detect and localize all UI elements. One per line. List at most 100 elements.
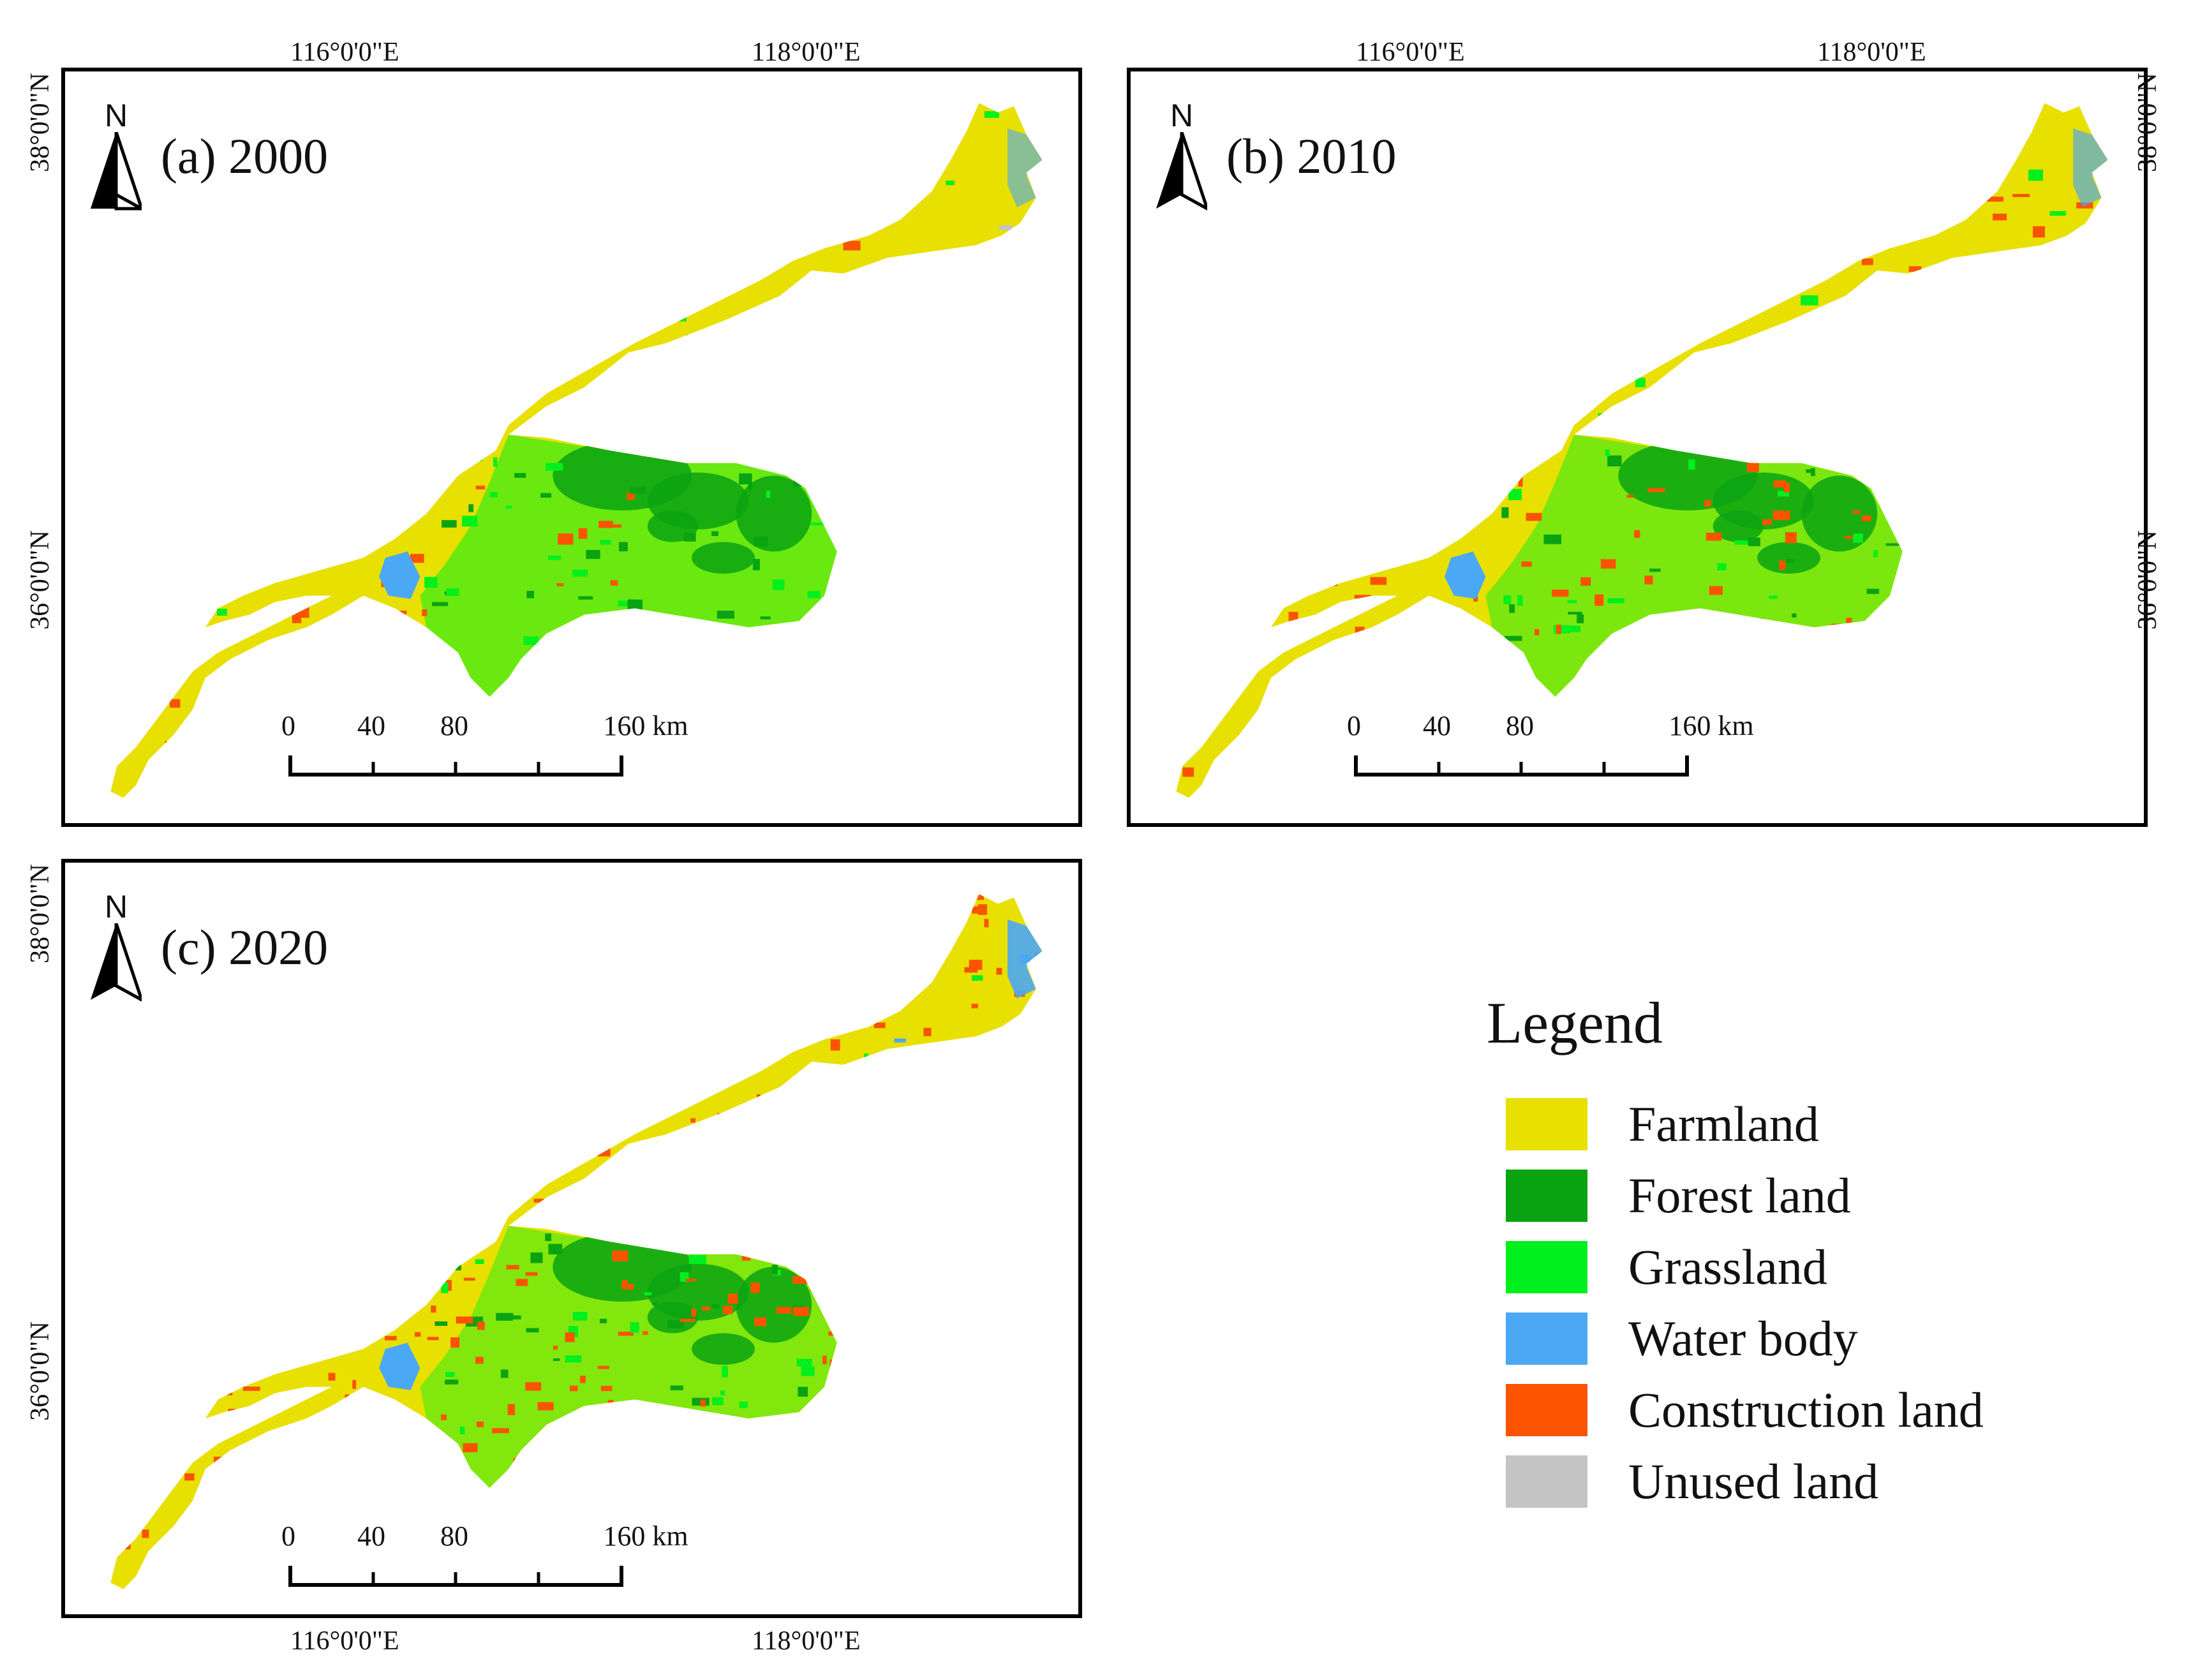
construction-land-patch: [794, 1431, 803, 1441]
construction-land-patch: [475, 486, 486, 489]
construction-land-patch: [468, 921, 478, 930]
north-arrow: N: [91, 97, 142, 212]
grassland-patch: [557, 163, 565, 168]
grassland-patch: [1880, 408, 1887, 417]
construction-land-patch: [1234, 473, 1245, 484]
construction-land-patch: [797, 1190, 806, 1196]
construction-land-patch: [650, 794, 655, 798]
construction-land-patch: [2053, 649, 2070, 655]
construction-land-patch: [1295, 682, 1313, 694]
construction-land-patch: [1016, 1294, 1022, 1306]
construction-land-patch: [1857, 740, 1868, 746]
construction-land-patch: [690, 1118, 696, 1123]
construction-land-patch: [357, 1299, 364, 1309]
construction-land-patch: [286, 559, 293, 569]
construction-land-patch: [1606, 117, 1611, 128]
construction-land-patch: [748, 1041, 755, 1051]
construction-land-patch: [669, 1100, 674, 1111]
construction-land-patch: [873, 1407, 885, 1413]
construction-land-patch: [385, 1480, 394, 1487]
construction-land-patch: [741, 1251, 751, 1261]
construction-land-patch: [821, 1580, 829, 1589]
construction-land-patch: [697, 1004, 715, 1016]
construction-land-patch: [756, 1094, 761, 1103]
construction-land-patch: [854, 229, 868, 235]
construction-land-patch: [333, 979, 339, 989]
legend-item-forest-land: Forest land: [1487, 1160, 2061, 1231]
grassland-patch: [146, 1024, 160, 1035]
construction-land-patch: [394, 227, 405, 232]
construction-land-patch: [160, 1310, 175, 1319]
construction-land-patch: [984, 919, 989, 928]
construction-land-patch: [488, 1210, 504, 1220]
grassland-patch: [136, 449, 145, 455]
construction-land-patch: [439, 992, 447, 1004]
grassland-patch: [1286, 761, 1295, 768]
forest-land-patch: [1663, 632, 1672, 641]
grassland-patch: [1598, 413, 1612, 417]
construction-land-patch: [850, 1215, 862, 1223]
north-arrow-icon: [91, 132, 142, 211]
construction-land-patch: [595, 1097, 599, 1101]
construction-land-patch: [685, 1279, 697, 1282]
construction-land-patch: [119, 308, 135, 314]
construction-land-patch: [1304, 353, 1319, 357]
grassland-patch: [667, 1207, 681, 1216]
construction-land-patch: [1436, 127, 1444, 137]
forest-land-patch: [652, 1302, 658, 1306]
construction-land-patch: [569, 1106, 579, 1110]
grassland-patch: [750, 451, 759, 456]
construction-land-patch: [151, 805, 162, 811]
grassland-patch: [1139, 356, 1152, 359]
construction-land-patch: [990, 863, 995, 873]
construction-land-patch: [1310, 82, 1325, 91]
grassland-patch: [515, 1483, 522, 1487]
construction-land-patch: [280, 1006, 298, 1016]
construction-land-patch: [739, 1529, 748, 1540]
construction-land-patch: [904, 1409, 918, 1418]
construction-land-patch: [93, 1554, 107, 1559]
grassland-patch: [1208, 184, 1223, 197]
construction-land-patch: [266, 1604, 271, 1607]
construction-land-patch: [856, 944, 873, 951]
construction-land-patch: [75, 875, 85, 881]
construction-land-patch: [1041, 1405, 1043, 1408]
construction-land-patch: [396, 611, 407, 614]
construction-land-patch: [793, 1165, 811, 1169]
construction-land-patch: [889, 1469, 898, 1480]
construction-land-patch: [242, 1386, 260, 1391]
construction-land-patch: [1301, 349, 1314, 356]
grassland-patch: [1503, 595, 1512, 604]
construction-land-patch: [301, 360, 315, 368]
construction-land-patch: [222, 1216, 237, 1223]
grassland-patch: [1558, 103, 1573, 108]
grassland-patch: [836, 604, 847, 614]
construction-land-patch: [2100, 790, 2108, 798]
map-panel-2000: N (a) 2000 0 40 80 160 km: [61, 68, 1082, 827]
grassland-patch: [940, 281, 955, 292]
construction-land-patch: [454, 1203, 472, 1215]
construction-land-patch: [990, 301, 1006, 308]
forest-land-patch: [711, 531, 718, 537]
construction-land-patch: [646, 686, 662, 689]
construction-land-patch: [1746, 462, 1759, 472]
construction-land-patch: [627, 493, 635, 500]
construction-land-patch: [597, 1147, 611, 1157]
construction-land-patch: [1536, 419, 1542, 422]
construction-land-patch: [611, 1057, 626, 1069]
construction-land-patch: [671, 366, 678, 375]
construction-land-patch: [211, 307, 221, 315]
construction-land-patch: [1679, 194, 1688, 199]
grassland-patch: [355, 1489, 368, 1497]
construction-land-patch: [332, 1140, 343, 1152]
construction-land-patch: [507, 1404, 516, 1415]
grassland-patch: [1639, 624, 1647, 635]
grassland-patch: [532, 1005, 542, 1009]
forest-land-patch: [1509, 604, 1515, 613]
north-label: N: [105, 98, 128, 133]
construction-land-patch: [172, 1318, 187, 1323]
grassland-patch: [817, 467, 824, 472]
construction-land-patch: [773, 881, 780, 889]
construction-land-patch: [711, 1524, 718, 1527]
construction-land-patch: [1351, 479, 1357, 487]
